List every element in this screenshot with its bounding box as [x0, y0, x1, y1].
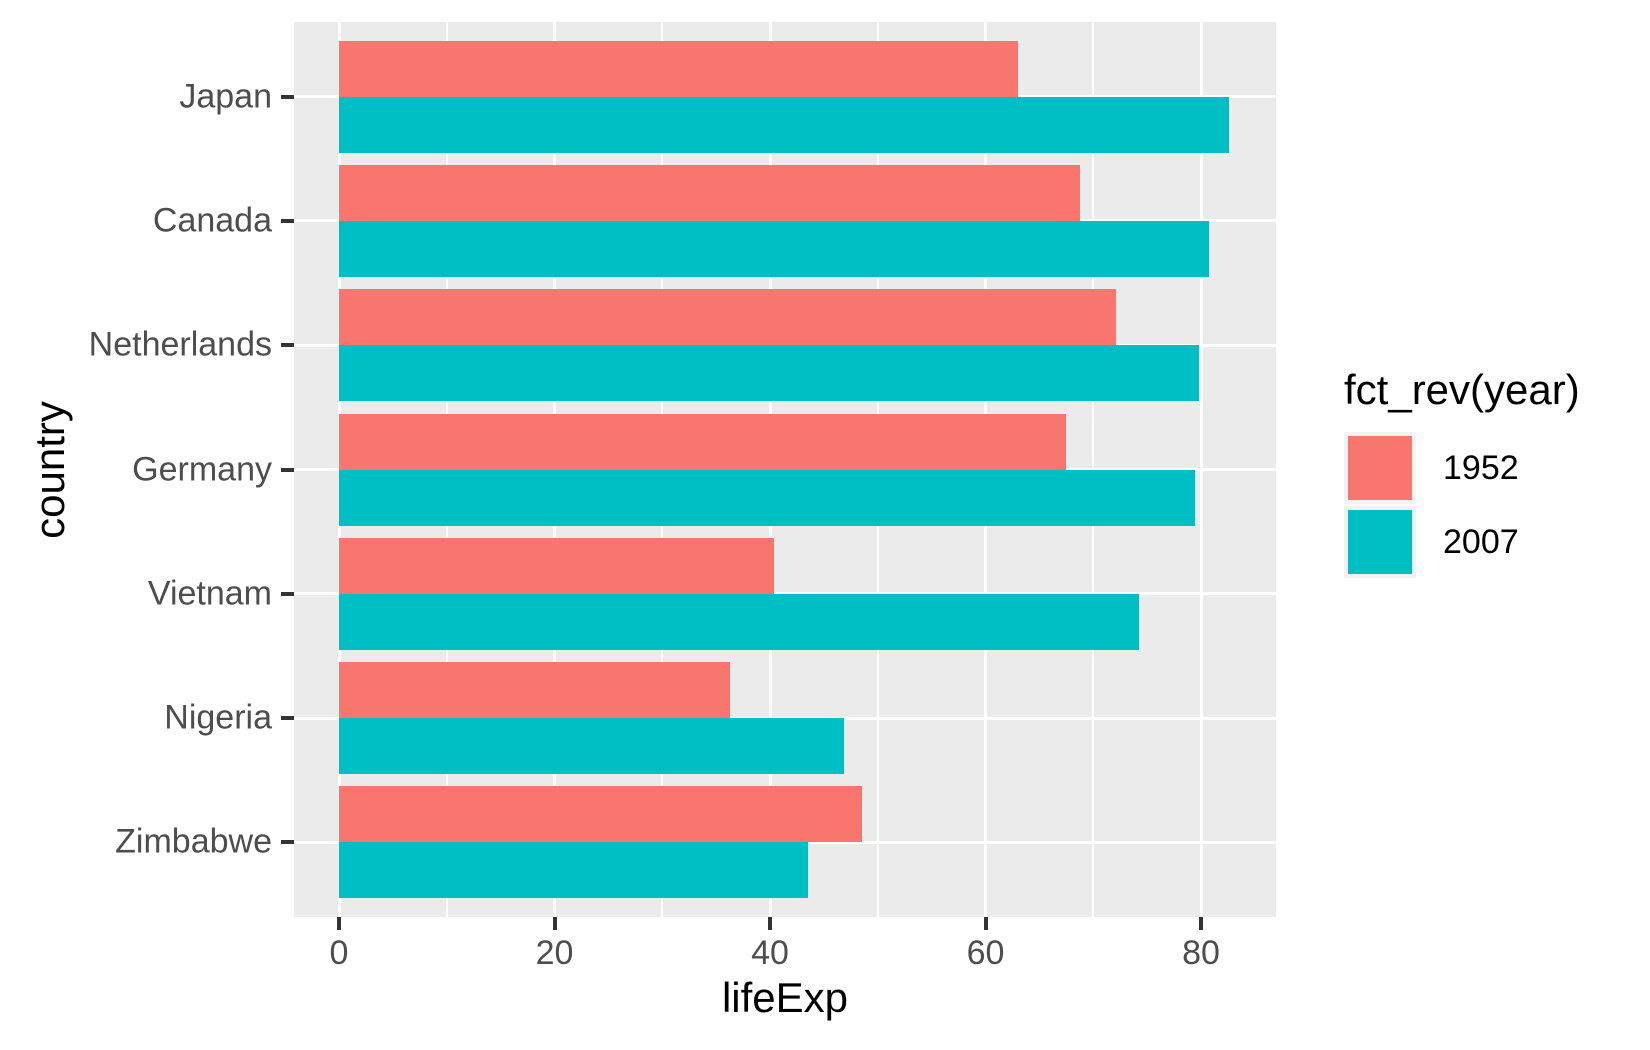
x-axis-title: lifeExp [721, 974, 849, 1021]
country-label-japan: Japan [179, 76, 272, 115]
legend-swatch-1952-icon [1348, 436, 1412, 501]
bar-zimbabwe-1952 [339, 786, 862, 843]
x-tick-0 [337, 917, 341, 930]
country-label-canada: Canada [152, 201, 272, 240]
country-label-germany: Germany [132, 449, 272, 488]
bar-germany-1952 [339, 413, 1067, 470]
y-tick-nigeria [281, 716, 294, 721]
country-label-nigeria: Nigeria [164, 698, 272, 737]
legend-item-2007: 2007 [1344, 506, 1580, 579]
bar-zimbabwe-2007 [339, 842, 808, 899]
country-label-netherlands: Netherlands [88, 325, 272, 364]
legend-label-2007: 2007 [1443, 522, 1519, 561]
country-label-vietnam: Vietnam [147, 574, 272, 613]
bar-vietnam-1952 [339, 537, 775, 594]
x-tick-20 [552, 917, 557, 930]
bar-canada-2007 [339, 220, 1209, 277]
bar-netherlands-2007 [339, 345, 1199, 402]
x-tick-40 [768, 917, 772, 930]
y-tick-vietnam [281, 591, 294, 596]
bar-japan-2007 [339, 96, 1229, 153]
y-tick-canada [281, 218, 294, 223]
x-tick-label-20: 20 [535, 934, 574, 972]
legend-label-1952: 1952 [1443, 448, 1519, 487]
x-tick-60 [983, 917, 988, 930]
x-tick-label-60: 60 [966, 934, 1005, 972]
legend-swatch-2007-icon [1348, 510, 1412, 575]
x-tick-label-40: 40 [751, 934, 789, 972]
bar-nigeria-1952 [339, 662, 731, 719]
y-tick-zimbabwe [281, 840, 294, 845]
y-tick-netherlands [281, 343, 294, 348]
x-tick-80 [1199, 917, 1203, 930]
bar-nigeria-2007 [339, 718, 845, 775]
bar-netherlands-1952 [339, 289, 1116, 346]
bar-japan-1952 [339, 40, 1018, 97]
plot-panel [294, 22, 1276, 917]
x-tick-label-0: 0 [329, 934, 349, 972]
bar-germany-2007 [339, 469, 1195, 526]
y-axis-title: country [25, 401, 73, 539]
x-tick-label-80: 80 [1182, 934, 1220, 972]
legend-key-1952 [1344, 432, 1416, 505]
y-tick-germany [281, 467, 294, 472]
legend-item-1952: 1952 [1344, 432, 1580, 505]
y-tick-japan [281, 94, 294, 99]
bar-vietnam-2007 [339, 593, 1139, 650]
country-label-zimbabwe: Zimbabwe [115, 822, 272, 861]
legend-title: fct_rev(year) [1344, 366, 1580, 413]
legend: fct_rev(year) 1952 2007 [1344, 366, 1580, 580]
legend-key-2007 [1344, 506, 1416, 579]
bar-canada-1952 [339, 164, 1081, 221]
